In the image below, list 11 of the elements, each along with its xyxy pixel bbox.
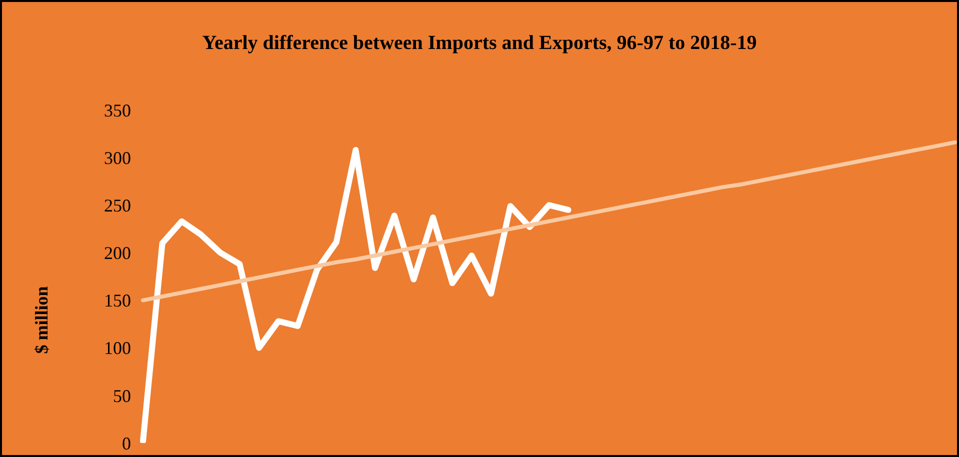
y-tick-label: 100 xyxy=(104,338,131,358)
y-tick-label: 300 xyxy=(104,148,131,168)
y-tick-label: 50 xyxy=(113,386,131,406)
y-tick-label: 200 xyxy=(104,243,131,264)
y-axis-title: $ million xyxy=(32,286,52,354)
y-tick-label: 250 xyxy=(104,196,131,216)
line-series xyxy=(141,140,957,302)
chart-title: Yearly difference between Imports and Exports, 96-97 to 2018-19 xyxy=(201,32,758,55)
y-tick-label: 150 xyxy=(104,290,131,311)
y-tick-label: 350 xyxy=(104,100,131,120)
y-tick-label: 0 xyxy=(122,433,131,454)
